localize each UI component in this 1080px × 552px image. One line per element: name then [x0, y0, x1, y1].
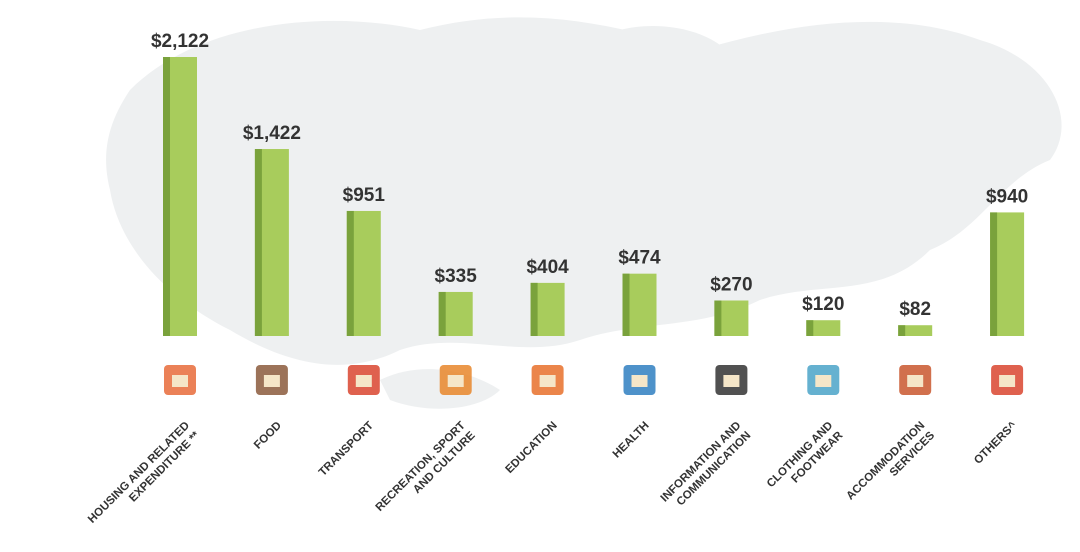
category-icon: [164, 365, 196, 395]
bar-shade: [346, 210, 354, 336]
bar-group: [990, 212, 1025, 336]
value-label: $951: [343, 185, 386, 206]
category-icon: [439, 365, 472, 395]
icon-detail: [907, 375, 924, 387]
category-label-line: ACCOMMODATION: [844, 420, 927, 503]
value-label: $270: [710, 275, 752, 296]
icon-detail: [815, 375, 832, 387]
category-icon: [807, 365, 840, 395]
category-icon: [531, 365, 564, 395]
icon-detail: [172, 375, 188, 387]
category-label: TRANSPORT: [317, 420, 376, 479]
bar-group: [346, 210, 381, 336]
bar-group: [163, 57, 197, 336]
bar-group: [530, 282, 565, 336]
bar-shade: [806, 320, 814, 336]
value-label: $1,422: [243, 123, 301, 144]
category-label-line: HEALTH: [611, 420, 652, 461]
bar-shade: [990, 212, 998, 336]
value-label: $82: [899, 299, 931, 320]
icon-detail: [355, 375, 372, 387]
value-label: $474: [618, 248, 661, 269]
category-label-line: INFORMATION AND: [659, 420, 744, 505]
category-label: EDUCATION: [503, 420, 559, 476]
value-label: $2,122: [151, 31, 209, 52]
category-icon: [715, 365, 748, 395]
bar-shade: [714, 300, 722, 336]
icon-detail: [539, 375, 556, 387]
background-map: [106, 17, 1062, 409]
bar-group: [898, 325, 933, 336]
category-icon: [991, 365, 1024, 395]
bar-shade: [254, 149, 262, 336]
category-icon: [899, 365, 932, 395]
category-label-line: FOOD: [252, 420, 284, 452]
value-label: $335: [435, 266, 478, 287]
category-label-line: EDUCATION: [503, 420, 559, 476]
bar: [898, 325, 933, 336]
category-icon: [623, 365, 656, 395]
bar-shade: [898, 325, 906, 336]
category-label: FOOD: [252, 420, 284, 452]
bar-shade: [438, 291, 446, 336]
category-icon: [255, 365, 288, 395]
icon-detail: [631, 375, 648, 387]
icon-detail: [263, 375, 280, 387]
value-label: $120: [802, 294, 844, 315]
bar: [806, 320, 841, 336]
icon-detail: [999, 375, 1016, 387]
category-label: HEALTH: [611, 420, 652, 461]
bar-shade: [622, 273, 630, 336]
category-label-line: RECREATION, SPORT: [374, 420, 468, 514]
value-label: $404: [526, 257, 569, 278]
icon-detail: [447, 375, 464, 387]
bar-group: [622, 273, 657, 336]
bar-group: [714, 300, 749, 336]
bar-group: [806, 320, 841, 336]
category-label-line: HOUSING AND RELATED: [86, 420, 192, 526]
category-icon: [347, 365, 380, 395]
icon-detail: [723, 375, 740, 387]
category-label-line: TRANSPORT: [317, 420, 376, 479]
category-label: OTHERS^: [972, 419, 1019, 466]
bar-shade: [530, 282, 538, 336]
bar-group: [254, 149, 289, 336]
category-label-line: OTHERS^: [972, 419, 1019, 466]
value-label: $940: [986, 186, 1028, 207]
bar-shade: [163, 57, 170, 336]
bar-group: [438, 291, 473, 336]
